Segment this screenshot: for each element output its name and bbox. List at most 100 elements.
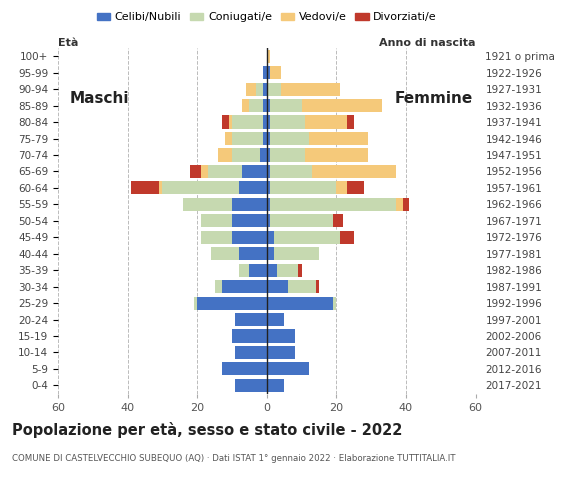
Bar — [270, 214, 333, 228]
Bar — [232, 198, 267, 211]
Bar — [281, 83, 340, 96]
Bar — [246, 83, 256, 96]
Bar — [267, 99, 270, 112]
Bar — [222, 116, 229, 129]
Bar — [270, 99, 302, 112]
Bar — [190, 165, 201, 178]
Bar — [267, 198, 270, 211]
Bar — [267, 116, 270, 129]
Bar — [239, 264, 249, 277]
Bar — [131, 181, 159, 194]
Bar — [267, 83, 281, 96]
Bar — [288, 280, 316, 293]
Bar — [302, 99, 382, 112]
Bar — [267, 264, 277, 277]
Bar — [267, 132, 270, 145]
Bar — [235, 346, 267, 359]
Bar — [267, 379, 284, 392]
Bar — [270, 198, 396, 211]
Bar — [239, 247, 267, 260]
Bar — [316, 280, 319, 293]
Bar — [249, 264, 267, 277]
Bar — [267, 297, 333, 310]
Bar — [312, 165, 396, 178]
Bar — [267, 49, 270, 63]
Bar — [242, 165, 267, 178]
Bar — [347, 116, 354, 129]
Bar — [267, 181, 270, 194]
Text: Popolazione per età, sesso e stato civile - 2022: Popolazione per età, sesso e stato civil… — [12, 422, 402, 438]
Bar — [239, 181, 267, 194]
Legend: Celibi/Nubili, Coniugati/e, Vedovi/e, Divorziati/e: Celibi/Nubili, Coniugati/e, Vedovi/e, Di… — [92, 8, 441, 27]
Bar — [267, 313, 284, 326]
Bar — [347, 181, 364, 194]
Bar — [396, 198, 403, 211]
Bar — [222, 362, 267, 375]
Bar — [274, 247, 319, 260]
Bar — [267, 329, 295, 343]
Bar — [225, 132, 232, 145]
Bar — [267, 148, 270, 162]
Bar — [263, 132, 267, 145]
Bar — [340, 231, 354, 244]
Bar — [201, 231, 232, 244]
Bar — [270, 116, 305, 129]
Bar — [270, 148, 305, 162]
Bar — [232, 148, 260, 162]
Bar — [222, 280, 267, 293]
Bar — [274, 231, 340, 244]
Bar — [232, 116, 263, 129]
Bar — [305, 148, 368, 162]
Bar — [256, 83, 263, 96]
Bar — [263, 83, 267, 96]
Bar — [162, 181, 239, 194]
Bar — [267, 280, 288, 293]
Bar — [267, 362, 309, 375]
Bar — [263, 99, 267, 112]
Bar — [197, 297, 267, 310]
Bar — [270, 132, 309, 145]
Bar — [267, 231, 274, 244]
Text: COMUNE DI CASTELVECCHIO SUBEQUO (AQ) · Dati ISTAT 1° gennaio 2022 · Elaborazione: COMUNE DI CASTELVECCHIO SUBEQUO (AQ) · D… — [12, 454, 455, 463]
Bar — [333, 297, 336, 310]
Bar — [235, 313, 267, 326]
Text: Età: Età — [58, 38, 78, 48]
Bar — [215, 280, 222, 293]
Text: Anno di nascita: Anno di nascita — [379, 38, 476, 48]
Bar — [277, 264, 298, 277]
Text: Maschi: Maschi — [70, 91, 129, 106]
Bar — [309, 132, 368, 145]
Bar — [232, 132, 263, 145]
Bar — [333, 214, 343, 228]
Bar — [298, 264, 302, 277]
Bar — [201, 165, 208, 178]
Bar — [267, 346, 295, 359]
Bar — [263, 116, 267, 129]
Bar — [211, 247, 239, 260]
Bar — [270, 66, 281, 79]
Bar — [260, 148, 267, 162]
Bar — [267, 247, 274, 260]
Bar — [232, 231, 267, 244]
Bar — [218, 148, 232, 162]
Bar — [229, 116, 232, 129]
Bar — [232, 329, 267, 343]
Bar — [232, 214, 267, 228]
Bar — [249, 99, 263, 112]
Bar — [336, 181, 347, 194]
Bar — [267, 165, 270, 178]
Bar — [403, 198, 409, 211]
Bar — [208, 165, 242, 178]
Text: Femmine: Femmine — [395, 91, 473, 106]
Bar — [263, 66, 267, 79]
Bar — [235, 379, 267, 392]
Bar — [305, 116, 347, 129]
Bar — [270, 165, 312, 178]
Bar — [242, 99, 249, 112]
Bar — [194, 297, 197, 310]
Bar — [201, 214, 232, 228]
Bar — [267, 66, 270, 79]
Bar — [159, 181, 162, 194]
Bar — [270, 181, 336, 194]
Bar — [183, 198, 232, 211]
